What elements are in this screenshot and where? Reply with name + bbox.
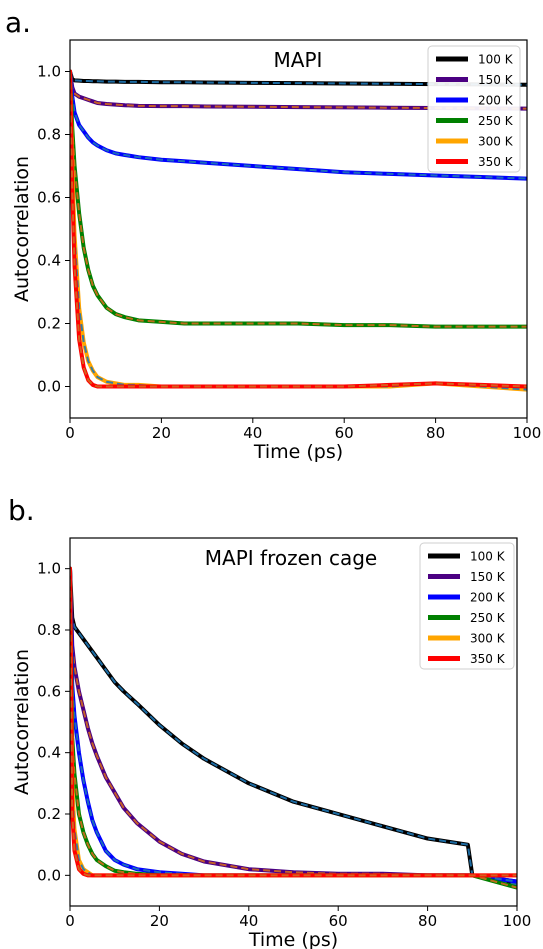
legend-label: 200 K <box>478 94 514 108</box>
plot-frame <box>69 537 518 907</box>
x-tick-label: 20 <box>152 424 171 442</box>
x-tick-label: 0 <box>65 912 75 930</box>
x-tick-label: 40 <box>239 912 258 930</box>
fit-line-350k <box>70 71 527 388</box>
x-tick-label: 0 <box>65 424 75 442</box>
y-axis-label: Autocorrelation <box>11 156 33 302</box>
legend-label: 150 K <box>478 73 514 87</box>
legend: 100 K 150 K 200 K 250 K 300 K 350 K <box>419 542 515 670</box>
plot-frame <box>69 39 528 419</box>
series-lines <box>70 69 527 392</box>
y-tick-label: 0.0 <box>37 866 61 884</box>
y-axis-label: Autocorrelation <box>11 649 33 795</box>
fit-line-100k <box>70 71 527 86</box>
legend-label: 100 K <box>478 53 514 67</box>
x-tick-label: 20 <box>150 912 169 930</box>
legend-label: 250 K <box>470 611 506 625</box>
legend-label: 300 K <box>478 135 514 149</box>
x-tick-label: 60 <box>329 912 348 930</box>
y-tick-label: 0.6 <box>37 682 61 700</box>
x-tick-label: 100 <box>503 912 532 930</box>
y-tick-label: 1.0 <box>37 560 61 578</box>
legend-label: 350 K <box>478 155 514 169</box>
x-tick-label: 80 <box>418 912 437 930</box>
fit-line-150k <box>70 71 527 110</box>
legend-label: 100 K <box>470 550 506 564</box>
y-tick-label: 0.2 <box>37 805 61 823</box>
fit-line-200k <box>70 71 527 180</box>
series-lines <box>70 566 517 890</box>
legend-label: 350 K <box>470 652 506 666</box>
chart-panel-b: b. 0 20 40 60 80 100 0.0 0.2 0.4 0.6 0.8 1.0 Time (ps… <box>8 494 531 949</box>
fit-line-350k <box>70 568 517 877</box>
x-tick-label: 80 <box>426 424 445 442</box>
legend-label: 250 K <box>478 114 514 128</box>
legend-label: 200 K <box>470 591 506 605</box>
x-axis-label: Time (ps) <box>248 929 338 949</box>
chart-title: MAPI <box>274 48 323 72</box>
panel-letter: b. <box>8 494 35 527</box>
fit-line-250k <box>70 71 527 328</box>
x-tick-label: 60 <box>335 424 354 442</box>
y-tick-label: 0.8 <box>37 621 61 639</box>
fit-line-100k <box>70 568 517 886</box>
panel-letter: a. <box>5 6 31 39</box>
legend: 100 K 150 K 200 K 250 K 300 K 350 K <box>427 45 521 173</box>
chart-title: MAPI frozen cage <box>205 546 377 570</box>
y-tick-label: 0.2 <box>37 315 61 333</box>
chart-panel-a: a. 0 20 40 60 80 100 0.0 0.2 0.4 0.6 0.8 1.0 Time (ps… <box>5 6 541 463</box>
y-tick-label: 0.8 <box>37 126 61 144</box>
y-tick-label: 1.0 <box>37 63 61 81</box>
y-tick-label: 0.4 <box>37 744 61 762</box>
x-axis-label: Time (ps) <box>253 441 343 463</box>
y-tick-label: 0.4 <box>37 252 61 270</box>
x-tick-label: 40 <box>243 424 262 442</box>
legend-label: 150 K <box>470 570 506 584</box>
x-tick-label: 100 <box>513 424 542 442</box>
legend-label: 300 K <box>470 632 506 646</box>
y-tick-label: 0.6 <box>37 189 61 207</box>
y-tick-label: 0.0 <box>37 378 61 396</box>
